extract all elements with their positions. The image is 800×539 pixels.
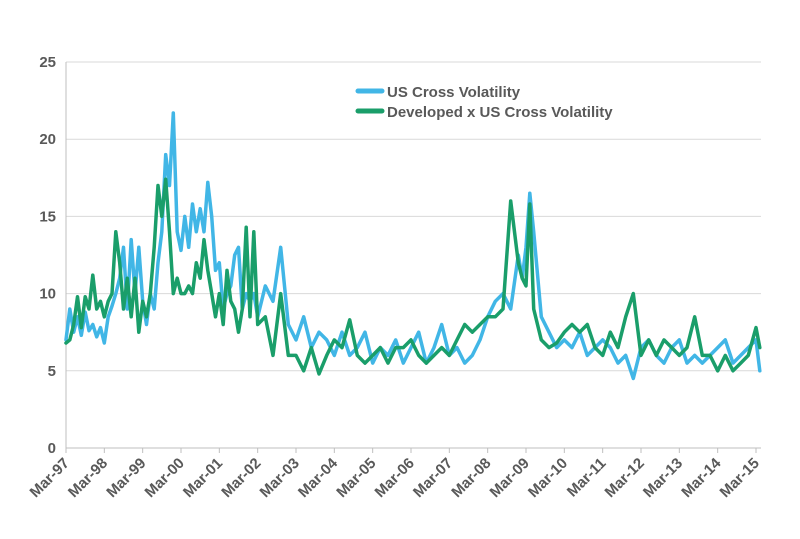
y-tick-label: 20 xyxy=(39,131,56,148)
x-tick-label: Mar-02 xyxy=(218,455,264,501)
x-tick-label: Mar-04 xyxy=(295,454,342,501)
y-tick-label: 0 xyxy=(48,440,56,457)
x-tick-label: Mar-13 xyxy=(640,455,686,501)
legend: US Cross Volatility Developed x US Cross… xyxy=(355,84,613,121)
y-tick-label: 15 xyxy=(39,208,56,225)
legend-label-developed-x-us-cross-volatility: Developed x US Cross Volatility xyxy=(387,104,613,121)
series-line-us-cross-volatility xyxy=(64,111,762,381)
x-axis: Mar-97Mar-98Mar-99Mar-00Mar-01Mar-02Mar-… xyxy=(27,447,763,501)
x-tick-label: Mar-14 xyxy=(678,454,725,501)
legend-label-us-cross-volatility: US Cross Volatility xyxy=(387,84,521,101)
y-tick-label: 25 xyxy=(39,54,56,71)
x-tick-label: Mar-05 xyxy=(333,455,379,501)
x-tick-label: Mar-03 xyxy=(257,455,303,501)
y-tick-label: 10 xyxy=(39,286,56,303)
x-tick-label: Mar-06 xyxy=(372,455,418,501)
x-tick-label: Mar-09 xyxy=(487,455,533,501)
x-tick-label: Mar-15 xyxy=(717,455,763,501)
x-tick-label: Mar-98 xyxy=(65,455,111,501)
x-tick-label: Mar-12 xyxy=(602,455,648,501)
x-tick-label: Mar-99 xyxy=(103,455,149,501)
y-tick-label: 5 xyxy=(48,363,56,380)
series-line-developed-x-us-cross-volatility xyxy=(64,177,762,376)
x-tick-label: Mar-07 xyxy=(410,455,456,501)
y-axis: 0 5 10 15 20 25 xyxy=(39,54,67,457)
series-lines xyxy=(64,111,762,381)
x-tick-label: Mar-97 xyxy=(27,455,73,501)
x-tick-label: Mar-01 xyxy=(180,455,226,501)
x-tick-label: Mar-08 xyxy=(448,455,494,501)
x-tick-label: Mar-00 xyxy=(142,455,188,501)
x-tick-label: Mar-11 xyxy=(564,455,610,501)
x-tick-label: Mar-10 xyxy=(525,455,571,501)
